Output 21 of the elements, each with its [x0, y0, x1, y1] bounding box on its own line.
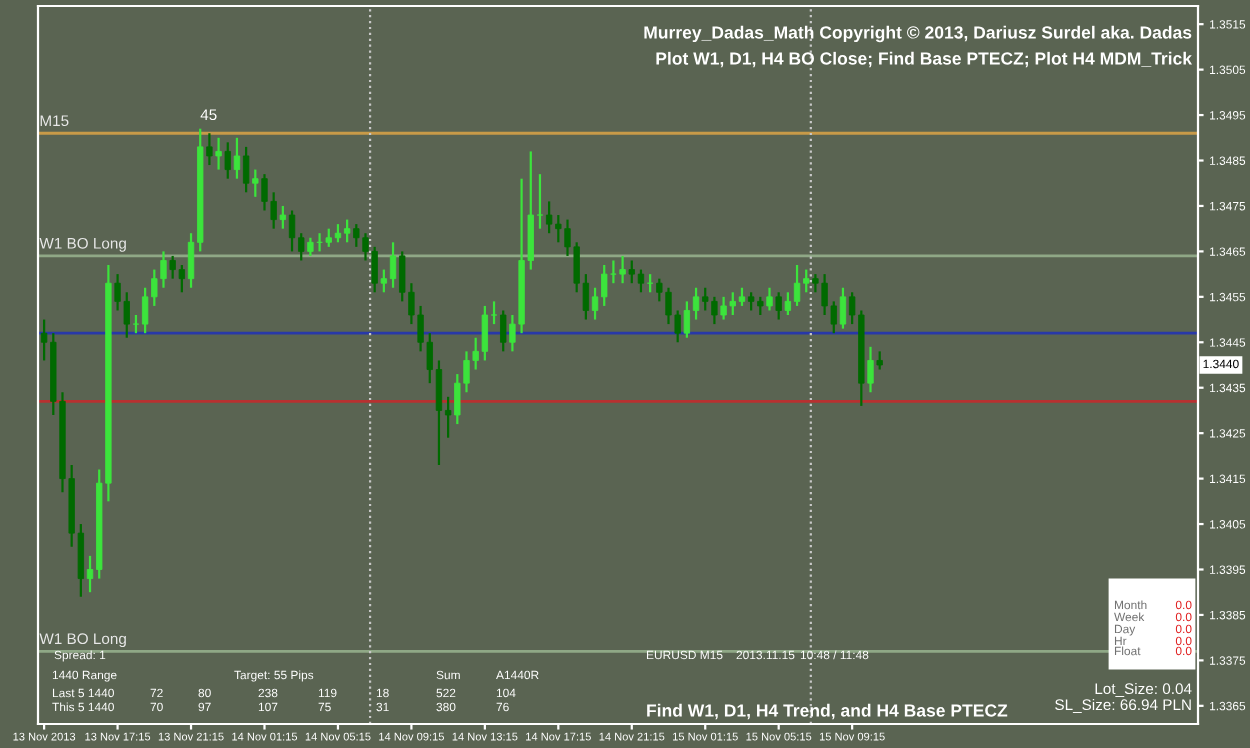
candlestick — [206, 132, 213, 167]
annotation: Find W1, D1, H4 Trend, and H4 Base PTECZ — [647, 703, 1008, 720]
candlestick — [343, 218, 351, 244]
candlestick — [839, 286, 847, 330]
candlestick — [683, 300, 691, 339]
candlestick — [867, 345, 874, 394]
candlestick — [242, 145, 250, 194]
candlestick — [215, 136, 222, 171]
candlestick — [876, 350, 883, 371]
candlestick — [775, 291, 782, 321]
candlestick — [307, 236, 314, 258]
candlestick — [224, 141, 231, 180]
candlestick — [233, 136, 241, 180]
text: Plot W1, D1, H4 BO Close; Find Base PTECZ; Plot H4 MDM_Trick — [656, 51, 1193, 68]
candlestick — [766, 286, 773, 312]
candlestick — [279, 204, 287, 230]
candlestick — [252, 168, 259, 198]
candlestick — [784, 291, 792, 317]
candlestick — [500, 309, 507, 353]
candlestick — [619, 254, 626, 285]
text: Murrey_Dadas_Math Copyright © 2013, Dariusz Surdel aka. Dadas — [644, 25, 1192, 43]
